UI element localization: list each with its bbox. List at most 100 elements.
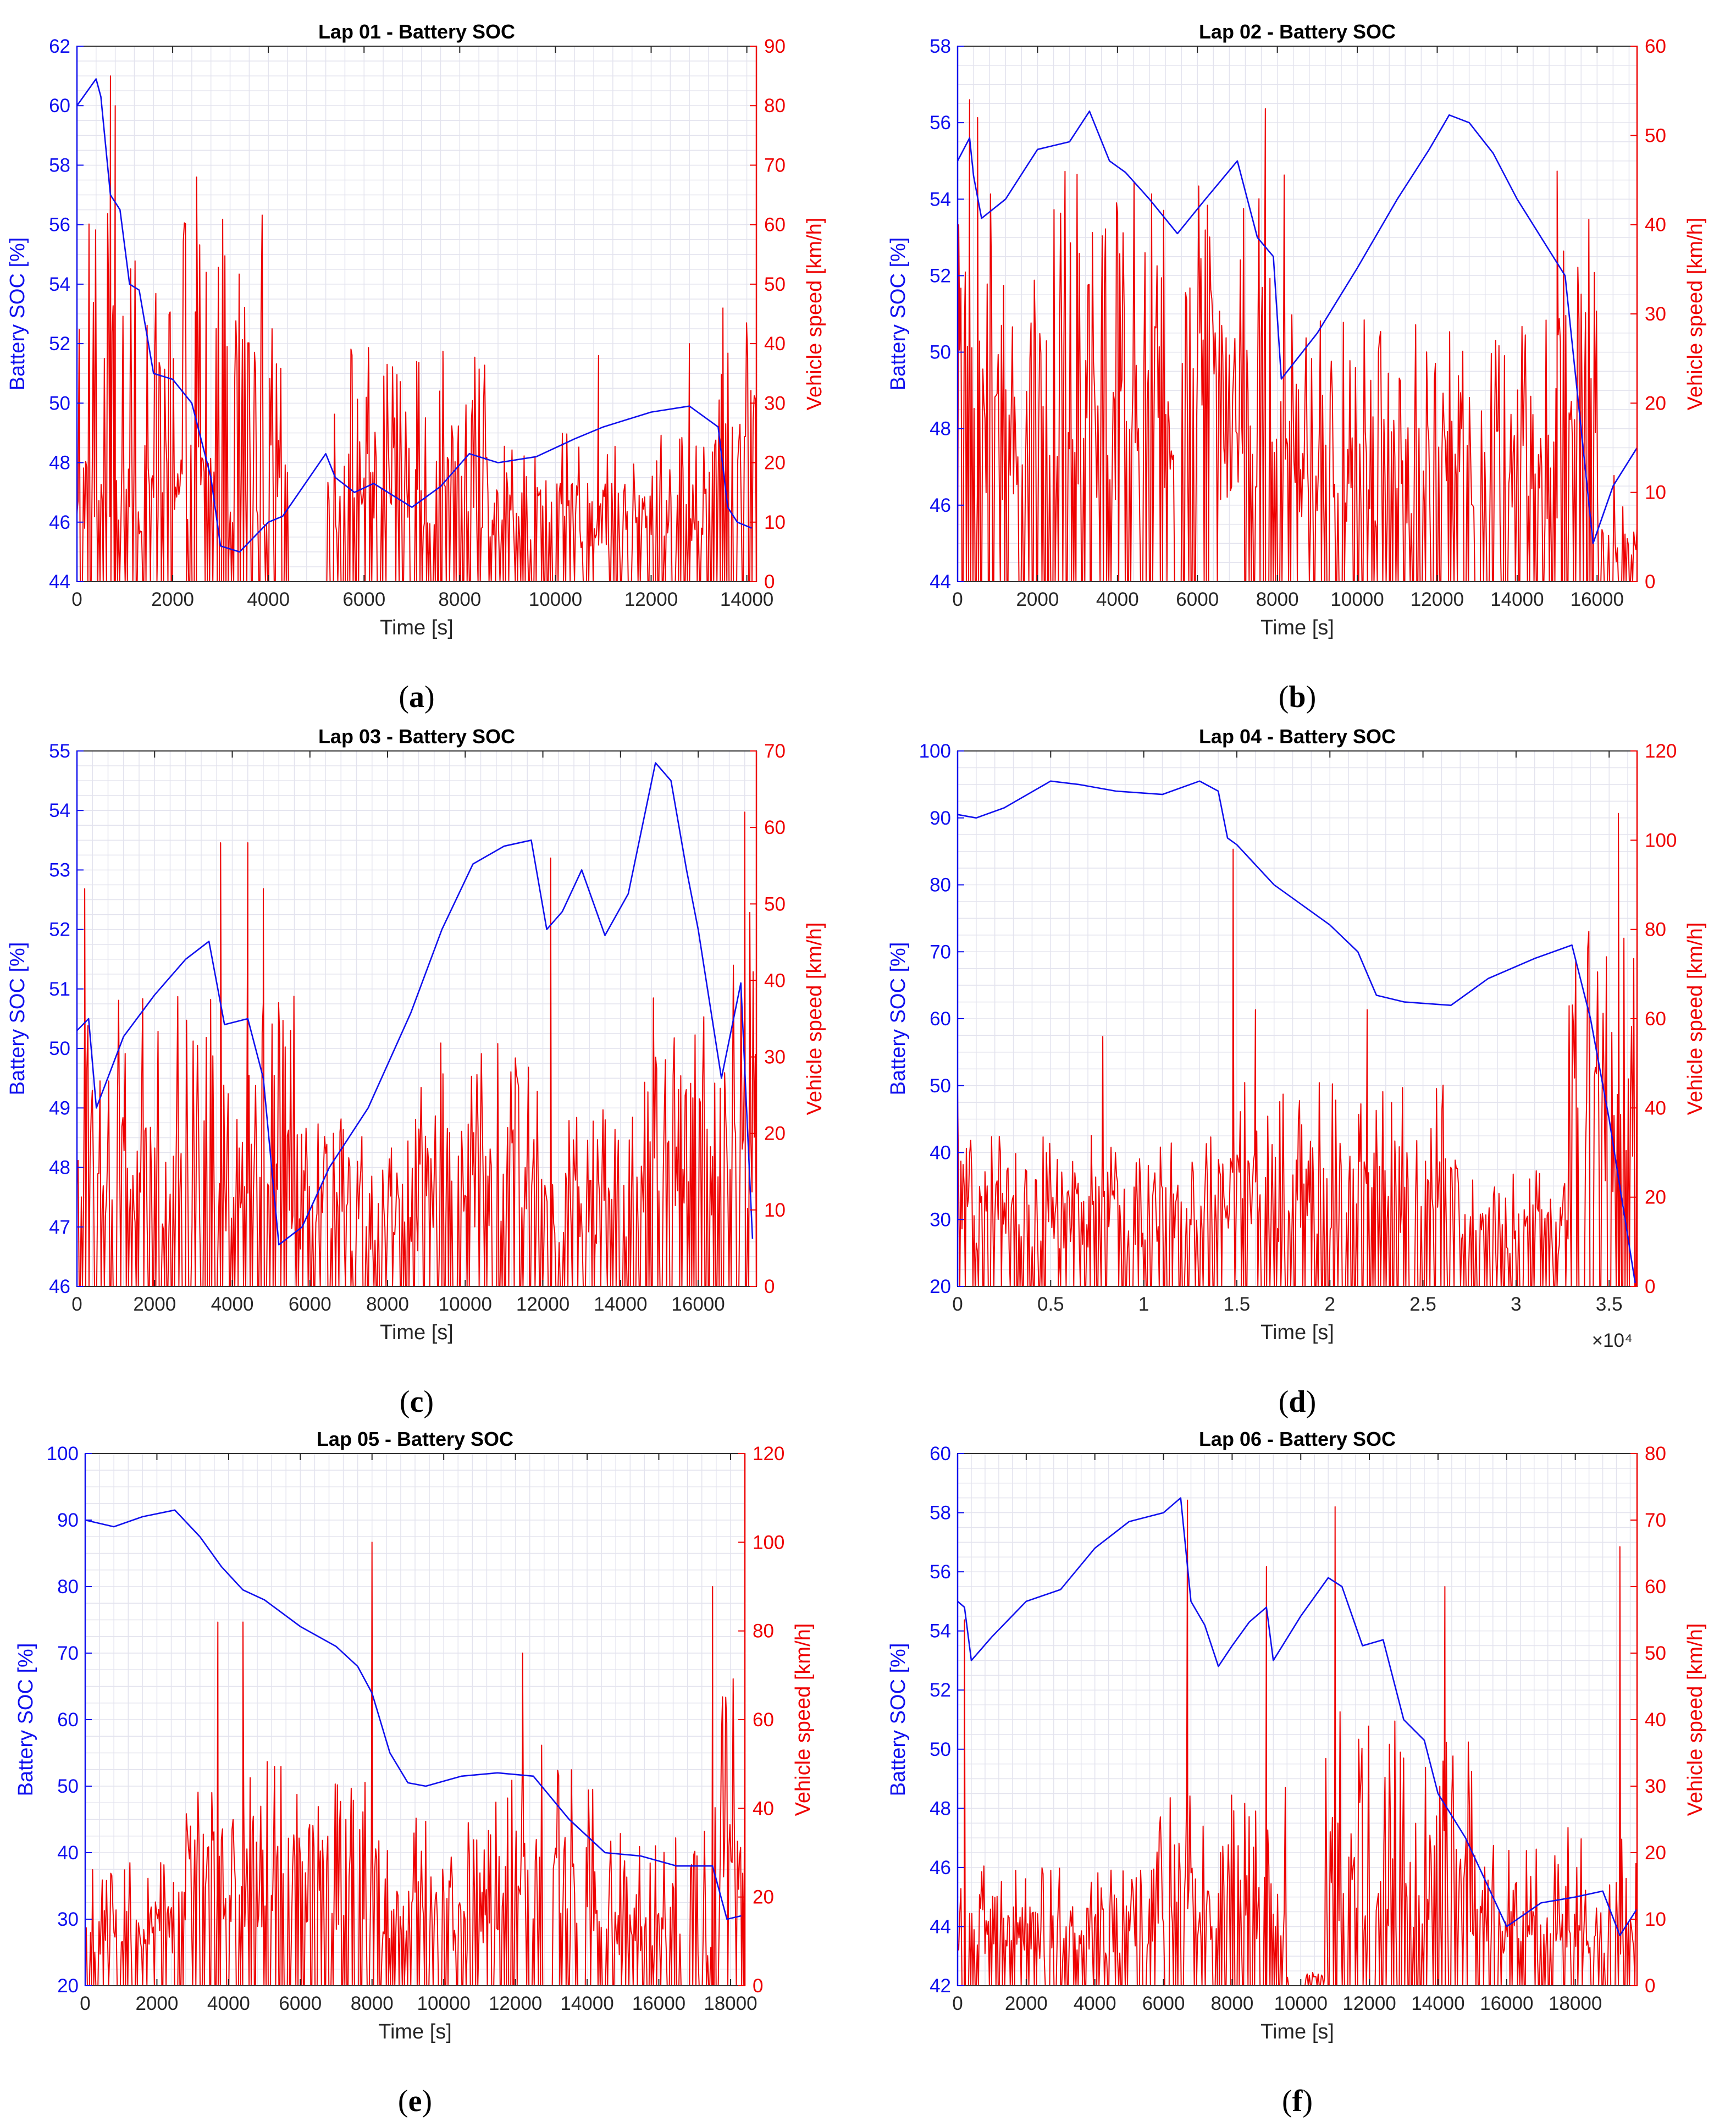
chart-c-ytick-right-label: 40 <box>764 970 786 991</box>
chart-f-xtick-label: 0 <box>952 1993 963 2014</box>
chart-e: 0 2000 4000 6000 8000 10000 12000 14000 16000 180… <box>14 1428 815 2118</box>
chart-d-xtick-label: 1.5 <box>1224 1294 1251 1315</box>
chart-a-ytick-left-label: 54 <box>49 274 70 295</box>
chart-f-ytick-left-label: 48 <box>930 1798 951 1819</box>
chart-d-soc-series <box>957 780 1636 1284</box>
chart-f-ytick-right-label: 70 <box>1645 1510 1666 1531</box>
chart-e-ytick-left-label: 40 <box>57 1842 79 1864</box>
chart-c-ytick-right-label: 20 <box>764 1123 786 1145</box>
chart-c-caption: (c) <box>400 1385 434 1419</box>
chart-e-title: Lap 05 - Battery SOC <box>317 1428 513 1450</box>
chart-a-xtick-label: 12000 <box>624 589 678 610</box>
chart-a-ytick-left-label: 46 <box>49 512 70 533</box>
chart-d-ytick-left-label: 40 <box>930 1142 951 1164</box>
chart-f-ytick-left-label: 58 <box>930 1502 951 1524</box>
chart-c-ytick-left-label: 51 <box>49 979 70 1000</box>
chart-e-ytick-left-label: 90 <box>57 1510 79 1531</box>
chart-b-xtick-label: 12000 <box>1411 589 1464 610</box>
chart-b-ytick-left-label: 54 <box>930 189 951 210</box>
chart-f-ytick-left-label: 60 <box>930 1443 951 1465</box>
chart-e-xtick-label: 2000 <box>135 1993 178 2014</box>
chart-a-ytick-left-label: 56 <box>49 214 70 236</box>
chart-e-ytick-left-label: 30 <box>57 1909 79 1930</box>
chart-e-ytick-left-label: 50 <box>57 1776 79 1797</box>
chart-c-ytick-left-label: 49 <box>49 1097 70 1119</box>
chart-d-ylabel-right: Vehicle speed [km/h] <box>1684 922 1707 1115</box>
chart-c-xtick-label: 16000 <box>671 1294 725 1315</box>
chart-d-ytick-left-label: 70 <box>930 941 951 963</box>
chart-c-ylabel-right: Vehicle speed [km/h] <box>803 922 826 1115</box>
chart-c-ytick-right-label: 50 <box>764 893 786 915</box>
chart-c-xlabel: Time [s] <box>380 1321 454 1344</box>
chart-f-ytick-right-label: 50 <box>1645 1643 1666 1664</box>
chart-b-soc-series <box>957 111 1638 544</box>
chart-d-ytick-left-label: 30 <box>930 1209 951 1230</box>
chart-b-ytick-right-label: 0 <box>1645 571 1655 593</box>
chart-e-xlabel: Time [s] <box>378 2020 452 2043</box>
chart-f-xtick-label: 6000 <box>1142 1993 1185 2014</box>
chart-d-ytick-right-label: 60 <box>1645 1008 1666 1030</box>
chart-b-xtick-label: 8000 <box>1256 589 1299 610</box>
chart-a-soc-series <box>76 78 752 553</box>
chart-a-ytick-left-label: 50 <box>49 393 70 414</box>
chart-b-xtick-label: 4000 <box>1096 589 1139 610</box>
chart-b: 0 2000 4000 6000 8000 10000 12000 14000 16000 44 4… <box>887 20 1707 714</box>
chart-d-ytick-left-label: 20 <box>930 1276 951 1297</box>
chart-c-xtick-label: 4000 <box>211 1294 254 1315</box>
chart-b-xtick-label: 2000 <box>1016 589 1059 610</box>
chart-e-ytick-left-label: 70 <box>57 1643 79 1664</box>
chart-a-ytick-right-label: 90 <box>764 36 786 57</box>
chart-e-speed-series <box>85 1542 745 1986</box>
chart-b-ytick-left-label: 58 <box>930 36 951 57</box>
chart-c-title: Lap 03 - Battery SOC <box>318 725 515 748</box>
chart-f: 0 2000 4000 6000 8000 10000 12000 14000 16000 180… <box>887 1428 1707 2118</box>
chart-a-ytick-right-label: 20 <box>764 452 786 474</box>
chart-b-ytick-left-label: 48 <box>930 418 951 440</box>
chart-d-caption: (d) <box>1279 1385 1316 1419</box>
chart-e-ytick-right-label: 60 <box>753 1709 774 1731</box>
chart-d-ytick-right-label: 40 <box>1645 1097 1666 1119</box>
chart-d-speed-series <box>957 813 1638 1287</box>
chart-d-ytick-right-label: 80 <box>1645 919 1666 941</box>
chart-d: 0 0.5 1 1.5 2 2.5 3 3.5203040506070809010002040… <box>887 725 1707 1419</box>
chart-a-xtick-label: 8000 <box>438 589 481 610</box>
chart-e-ytick-left-label: 20 <box>57 1975 79 1997</box>
chart-a-xtick-label: 10000 <box>529 589 582 610</box>
chart-e-xtick-label: 4000 <box>207 1993 250 2014</box>
chart-d-xtick-label: 3.5 <box>1596 1294 1623 1315</box>
chart-e-ytick-right-label: 100 <box>753 1532 784 1553</box>
chart-c-xtick-label: 2000 <box>133 1294 176 1315</box>
chart-f-ytick-left-label: 54 <box>930 1621 951 1642</box>
chart-f-ytick-right-label: 80 <box>1645 1443 1666 1465</box>
chart-a-ytick-right-label: 60 <box>764 214 786 236</box>
chart-e-xtick-label: 10000 <box>417 1993 471 2014</box>
chart-f-xtick-label: 16000 <box>1480 1993 1533 2014</box>
chart-d-ytick-left-label: 50 <box>930 1075 951 1097</box>
chart-f-ylabel-right: Vehicle speed [km/h] <box>1684 1623 1707 1816</box>
chart-d-xtick-label: 2 <box>1325 1294 1335 1315</box>
chart-b-ytick-right-label: 10 <box>1645 482 1666 504</box>
chart-a-xtick-label: 14000 <box>720 589 773 610</box>
chart-f-soc-series <box>957 1497 1638 1936</box>
chart-a-title: Lap 01 - Battery SOC <box>318 20 515 43</box>
chart-e-ylabel-left: Battery SOC [%] <box>14 1643 37 1797</box>
chart-d-ytick-right-label: 100 <box>1645 830 1677 851</box>
chart-b-title: Lap 02 - Battery SOC <box>1199 20 1396 43</box>
chart-a-ytick-left-label: 48 <box>49 452 70 474</box>
chart-e-caption: (e) <box>398 2084 432 2118</box>
chart-e-ytick-left-label: 80 <box>57 1576 79 1598</box>
chart-f-ytick-right-label: 0 <box>1645 1975 1655 1997</box>
chart-c-ytick-left-label: 55 <box>49 741 70 762</box>
chart-b-ytick-left-label: 52 <box>930 265 951 286</box>
chart-f-xtick-label: 18000 <box>1549 1993 1602 2014</box>
chart-c: 0 2000 4000 6000 8000 10000 12000 14000 16000 46 4… <box>6 725 826 1419</box>
chart-b-speed-series <box>957 99 1638 582</box>
chart-f-ytick-right-label: 40 <box>1645 1709 1666 1731</box>
chart-e-xtick-label: 18000 <box>704 1993 757 2014</box>
chart-c-soc-series <box>76 762 754 1246</box>
chart-a-xtick-label: 2000 <box>151 589 194 610</box>
chart-a-ytick-right-label: 10 <box>764 512 786 533</box>
chart-c-ytick-right-label: 0 <box>764 1276 775 1297</box>
chart-e-ytick-right-label: 80 <box>753 1621 774 1642</box>
